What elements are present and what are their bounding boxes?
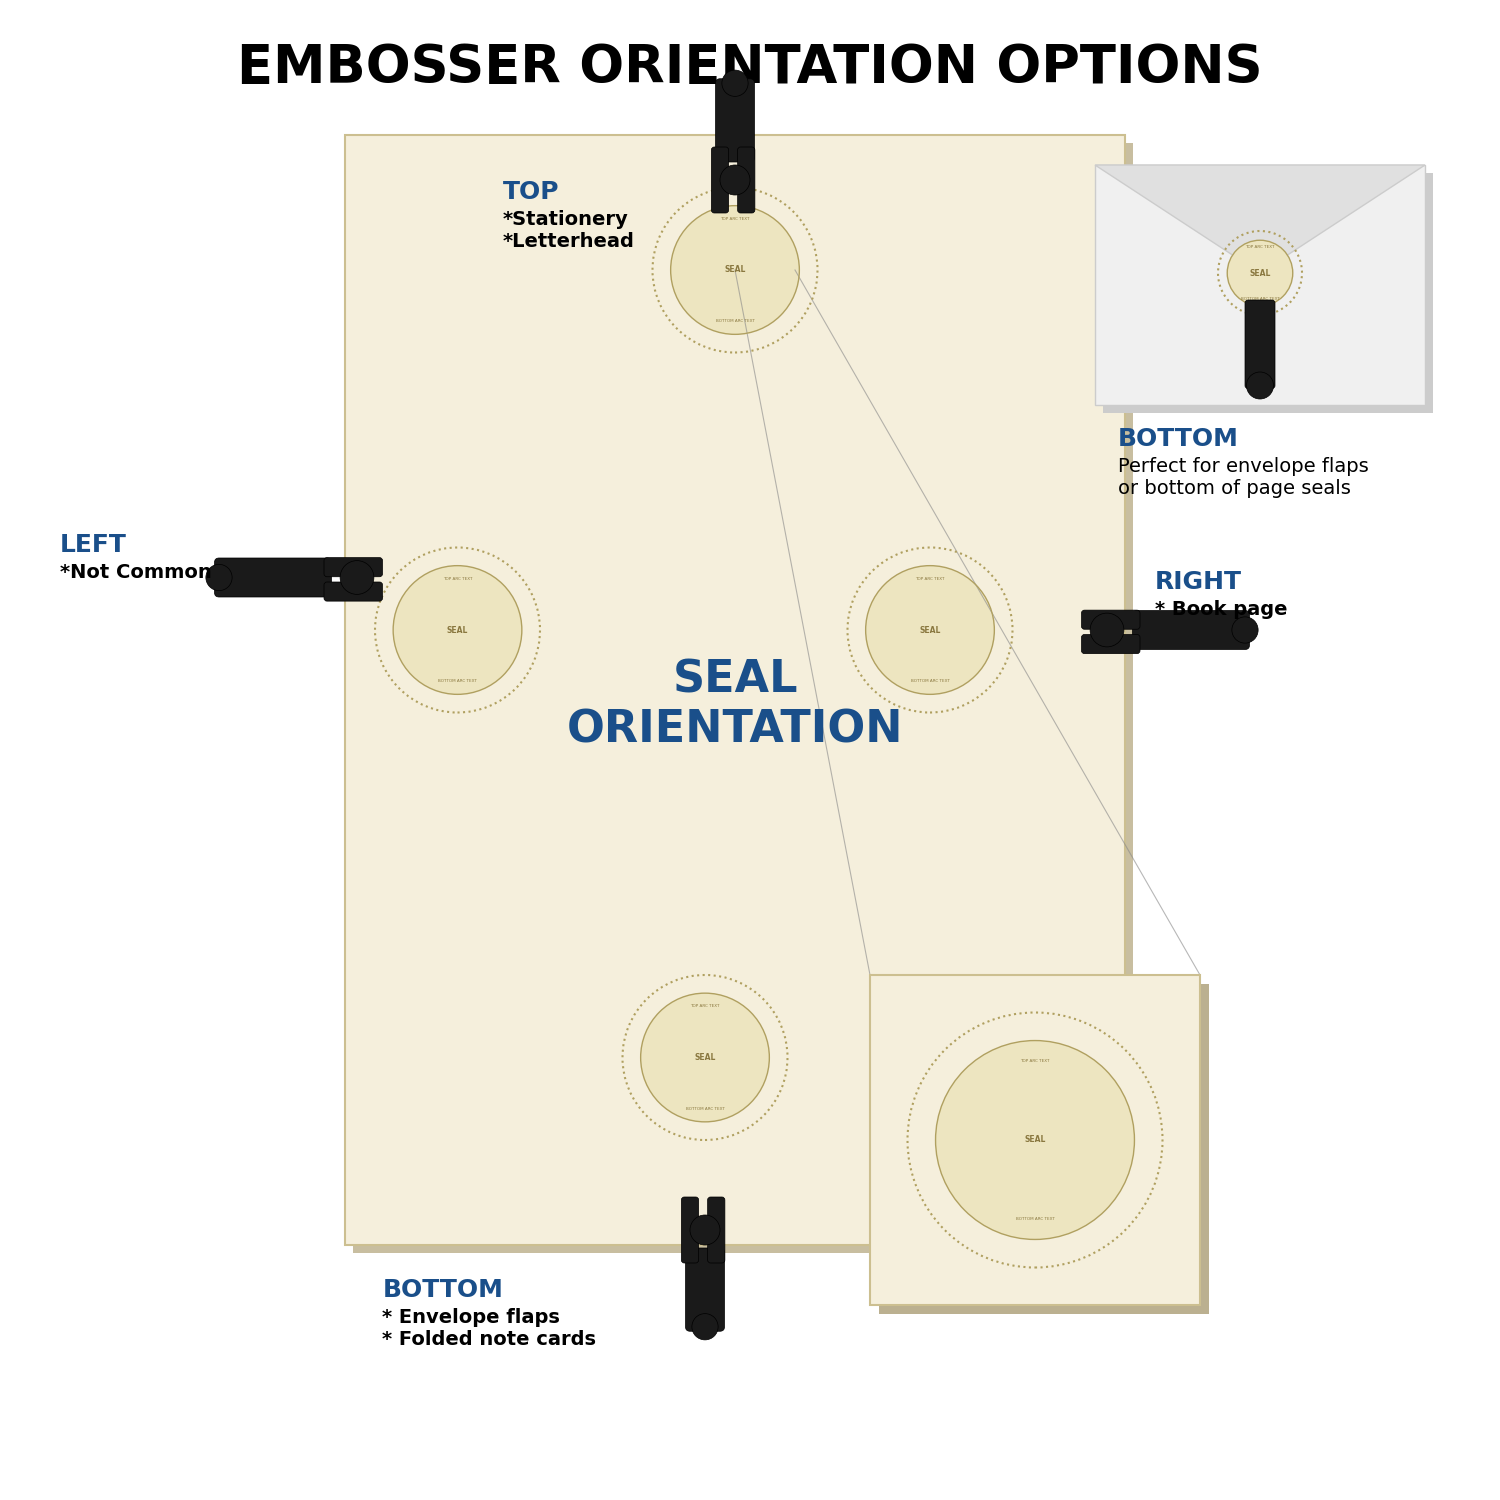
Text: TOP ARC TEXT: TOP ARC TEXT — [1245, 244, 1275, 249]
FancyBboxPatch shape — [879, 984, 1209, 1314]
Text: SEAL: SEAL — [694, 1053, 715, 1062]
FancyBboxPatch shape — [345, 135, 1125, 1245]
Text: SEAL
ORIENTATION: SEAL ORIENTATION — [567, 658, 903, 752]
Text: *Stationery
*Letterhead: *Stationery *Letterhead — [503, 210, 634, 251]
FancyBboxPatch shape — [681, 1197, 699, 1263]
FancyBboxPatch shape — [324, 558, 382, 578]
Text: BOTTOM ARC TEXT: BOTTOM ARC TEXT — [1016, 1216, 1054, 1221]
Circle shape — [692, 1314, 718, 1340]
Text: TOP ARC TEXT: TOP ARC TEXT — [690, 1005, 720, 1008]
FancyBboxPatch shape — [711, 147, 729, 213]
Text: SEAL: SEAL — [447, 626, 468, 634]
Circle shape — [690, 1215, 720, 1245]
FancyBboxPatch shape — [1102, 172, 1432, 413]
Circle shape — [1227, 240, 1293, 306]
Circle shape — [936, 1041, 1134, 1239]
Text: SEAL: SEAL — [920, 626, 940, 634]
Circle shape — [1090, 614, 1124, 646]
Text: Perfect for envelope flaps
or bottom of page seals: Perfect for envelope flaps or bottom of … — [1118, 458, 1368, 498]
FancyBboxPatch shape — [1082, 610, 1140, 630]
FancyBboxPatch shape — [352, 142, 1132, 1252]
Text: BOTTOM ARC TEXT: BOTTOM ARC TEXT — [1240, 297, 1280, 302]
Text: * Envelope flaps
* Folded note cards: * Envelope flaps * Folded note cards — [382, 1308, 597, 1348]
Text: BOTTOM: BOTTOM — [1118, 427, 1239, 451]
Text: BOTTOM ARC TEXT: BOTTOM ARC TEXT — [686, 1107, 724, 1110]
Circle shape — [640, 993, 770, 1122]
Polygon shape — [1095, 165, 1425, 273]
Text: BOTTOM ARC TEXT: BOTTOM ARC TEXT — [910, 680, 950, 682]
FancyBboxPatch shape — [716, 78, 754, 162]
Circle shape — [393, 566, 522, 694]
Circle shape — [670, 206, 800, 334]
FancyBboxPatch shape — [214, 558, 332, 597]
Text: SEAL: SEAL — [1250, 268, 1270, 278]
Text: * Book page: * Book page — [1155, 600, 1287, 619]
Circle shape — [1232, 616, 1258, 644]
FancyBboxPatch shape — [1082, 634, 1140, 654]
Circle shape — [206, 564, 232, 591]
Text: SEAL: SEAL — [724, 266, 746, 274]
FancyBboxPatch shape — [1245, 300, 1275, 388]
FancyBboxPatch shape — [738, 147, 754, 213]
FancyBboxPatch shape — [1132, 610, 1250, 650]
Text: BOTTOM ARC TEXT: BOTTOM ARC TEXT — [716, 320, 754, 322]
Circle shape — [720, 165, 750, 195]
Text: BOTTOM ARC TEXT: BOTTOM ARC TEXT — [438, 680, 477, 682]
FancyBboxPatch shape — [870, 975, 1200, 1305]
Text: SEAL: SEAL — [1024, 1136, 1045, 1144]
Text: *Not Common: *Not Common — [60, 562, 211, 582]
Text: TOP ARC TEXT: TOP ARC TEXT — [442, 578, 472, 580]
Text: LEFT: LEFT — [60, 532, 128, 556]
Circle shape — [340, 561, 374, 594]
FancyBboxPatch shape — [324, 582, 382, 602]
FancyBboxPatch shape — [686, 1248, 724, 1332]
Circle shape — [865, 566, 994, 694]
Text: TOP: TOP — [503, 180, 560, 204]
FancyBboxPatch shape — [708, 1197, 724, 1263]
Text: EMBOSSER ORIENTATION OPTIONS: EMBOSSER ORIENTATION OPTIONS — [237, 42, 1263, 93]
Text: BOTTOM: BOTTOM — [382, 1278, 504, 1302]
Text: TOP ARC TEXT: TOP ARC TEXT — [720, 217, 750, 220]
Circle shape — [722, 70, 748, 96]
FancyBboxPatch shape — [1095, 165, 1425, 405]
Text: TOP ARC TEXT: TOP ARC TEXT — [1020, 1059, 1050, 1064]
Text: TOP ARC TEXT: TOP ARC TEXT — [915, 578, 945, 580]
Circle shape — [1246, 372, 1274, 399]
Text: RIGHT: RIGHT — [1155, 570, 1242, 594]
